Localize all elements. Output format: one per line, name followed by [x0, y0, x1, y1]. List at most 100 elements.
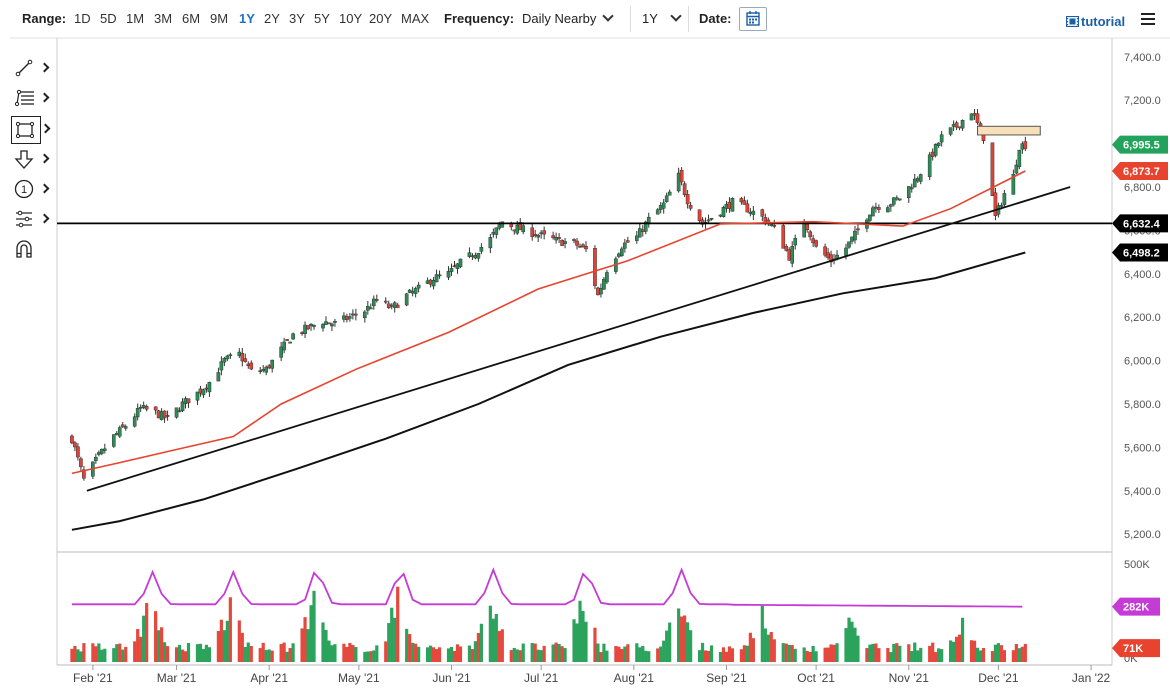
range-max[interactable]: MAX: [401, 11, 430, 26]
y-tick-label: 6,800.0: [1124, 182, 1161, 194]
volume-bar: [856, 635, 860, 662]
x-tick-label: Mar '21: [157, 671, 197, 685]
x-tick-label: Sep '21: [706, 671, 747, 685]
range-3m[interactable]: 3M: [154, 11, 173, 26]
volume-bar: [811, 645, 815, 662]
calendar-icon: [746, 11, 760, 26]
volume-bar: [405, 628, 409, 662]
range-9m[interactable]: 9M: [210, 11, 229, 26]
volume-bar: [261, 642, 265, 662]
rectangle-tool[interactable]: [11, 116, 51, 144]
range-1d[interactable]: 1D: [74, 11, 91, 26]
candle-body: [285, 339, 289, 341]
volume-bar: [805, 650, 809, 662]
candle-body: [1020, 143, 1025, 150]
volume-bar: [677, 608, 681, 662]
candle-body: [1017, 149, 1022, 168]
candle-body: [906, 186, 911, 199]
candle-body: [620, 248, 624, 256]
candle-body: [602, 278, 606, 290]
candle-body: [727, 201, 732, 209]
candle-body: [452, 265, 457, 268]
magnet-tool[interactable]: [12, 237, 52, 261]
candle-body: [306, 325, 310, 330]
range-1y[interactable]: 1Y: [239, 11, 255, 26]
candle-body: [993, 192, 998, 216]
candle-body: [512, 229, 517, 232]
candle-body: [94, 456, 98, 461]
candle-body: [1023, 141, 1028, 149]
volume-bar: [91, 643, 95, 662]
candle-body: [491, 232, 496, 235]
annotation-tool[interactable]: 1: [12, 177, 52, 201]
price-tag-label: 6,632.4: [1123, 218, 1161, 230]
volume-bar: [479, 623, 483, 662]
period-select[interactable]: 1Y: [642, 10, 682, 26]
volume-bar: [614, 645, 618, 662]
candle-body: [180, 401, 185, 411]
volume-bar: [700, 642, 705, 662]
price-tag: [1112, 214, 1168, 233]
volume-bar: [136, 629, 140, 662]
candle-body: [79, 458, 83, 468]
fibonacci-tool[interactable]: [12, 86, 52, 110]
volume-bar: [996, 643, 1001, 662]
volume-bar: [434, 649, 439, 662]
volume-bar: [437, 647, 442, 662]
volume-bar: [889, 652, 893, 662]
volume-bar: [455, 644, 460, 662]
candle-body: [449, 268, 454, 272]
range-5y[interactable]: 5Y: [314, 11, 330, 26]
volume-bar: [638, 647, 642, 662]
candle-body: [333, 321, 337, 323]
candle-body: [473, 255, 478, 259]
candle-body: [144, 406, 149, 410]
toolbar: Range: 1D 5D 1M 3M 6M 9M 1Y 2Y 3Y 5Y 10Y…: [0, 0, 1170, 38]
hamburger-menu-icon[interactable]: [1141, 13, 1155, 28]
volume-bar: [94, 646, 98, 662]
candle-body: [793, 238, 798, 246]
arrow-tool[interactable]: [12, 147, 52, 171]
volume-bar: [647, 651, 651, 662]
volume-bar: [384, 641, 388, 662]
volume-bar: [488, 605, 492, 662]
volume-bar: [177, 644, 182, 662]
range-20y[interactable]: 20Y: [369, 11, 393, 26]
volume-average-line: [71, 567, 1023, 608]
range-3y[interactable]: 3Y: [289, 11, 305, 26]
candle-body: [760, 209, 765, 217]
candle-body: [975, 113, 980, 123]
range-5d[interactable]: 5D: [100, 11, 117, 26]
candle-body: [312, 325, 316, 327]
candle-body: [120, 424, 125, 428]
volume-bar: [142, 615, 146, 662]
range-10y[interactable]: 10Y: [339, 11, 363, 26]
volume-bar: [222, 630, 226, 662]
volume-bar: [644, 650, 648, 662]
volume-bar: [446, 648, 451, 662]
candle-body: [826, 252, 830, 258]
frequency-select[interactable]: Daily Nearby: [522, 10, 615, 26]
candle-body: [664, 195, 669, 202]
range-2y[interactable]: 2Y: [264, 11, 280, 26]
pattern-tool-icon: [16, 210, 32, 228]
volume-bar: [578, 600, 582, 662]
range-1m[interactable]: 1M: [126, 11, 145, 26]
volume-bar: [112, 648, 116, 662]
volume-bar: [270, 650, 274, 662]
volume-bar: [706, 650, 711, 662]
range-6m[interactable]: 6M: [182, 11, 201, 26]
y-tick-label: 7,200.0: [1124, 95, 1161, 107]
line-tool[interactable]: [12, 56, 52, 80]
volume-bar: [718, 651, 723, 662]
volume-bar: [605, 650, 609, 662]
volume-bar: [366, 651, 370, 662]
y-tick-label: 5,200.0: [1124, 529, 1161, 541]
price-tag: [1112, 162, 1168, 181]
candle-body: [97, 452, 101, 455]
tutorial-link[interactable]: tutorial: [1065, 14, 1125, 29]
candle-body: [808, 231, 812, 238]
calendar-button[interactable]: [739, 7, 767, 31]
pattern-tool[interactable]: [12, 207, 52, 231]
